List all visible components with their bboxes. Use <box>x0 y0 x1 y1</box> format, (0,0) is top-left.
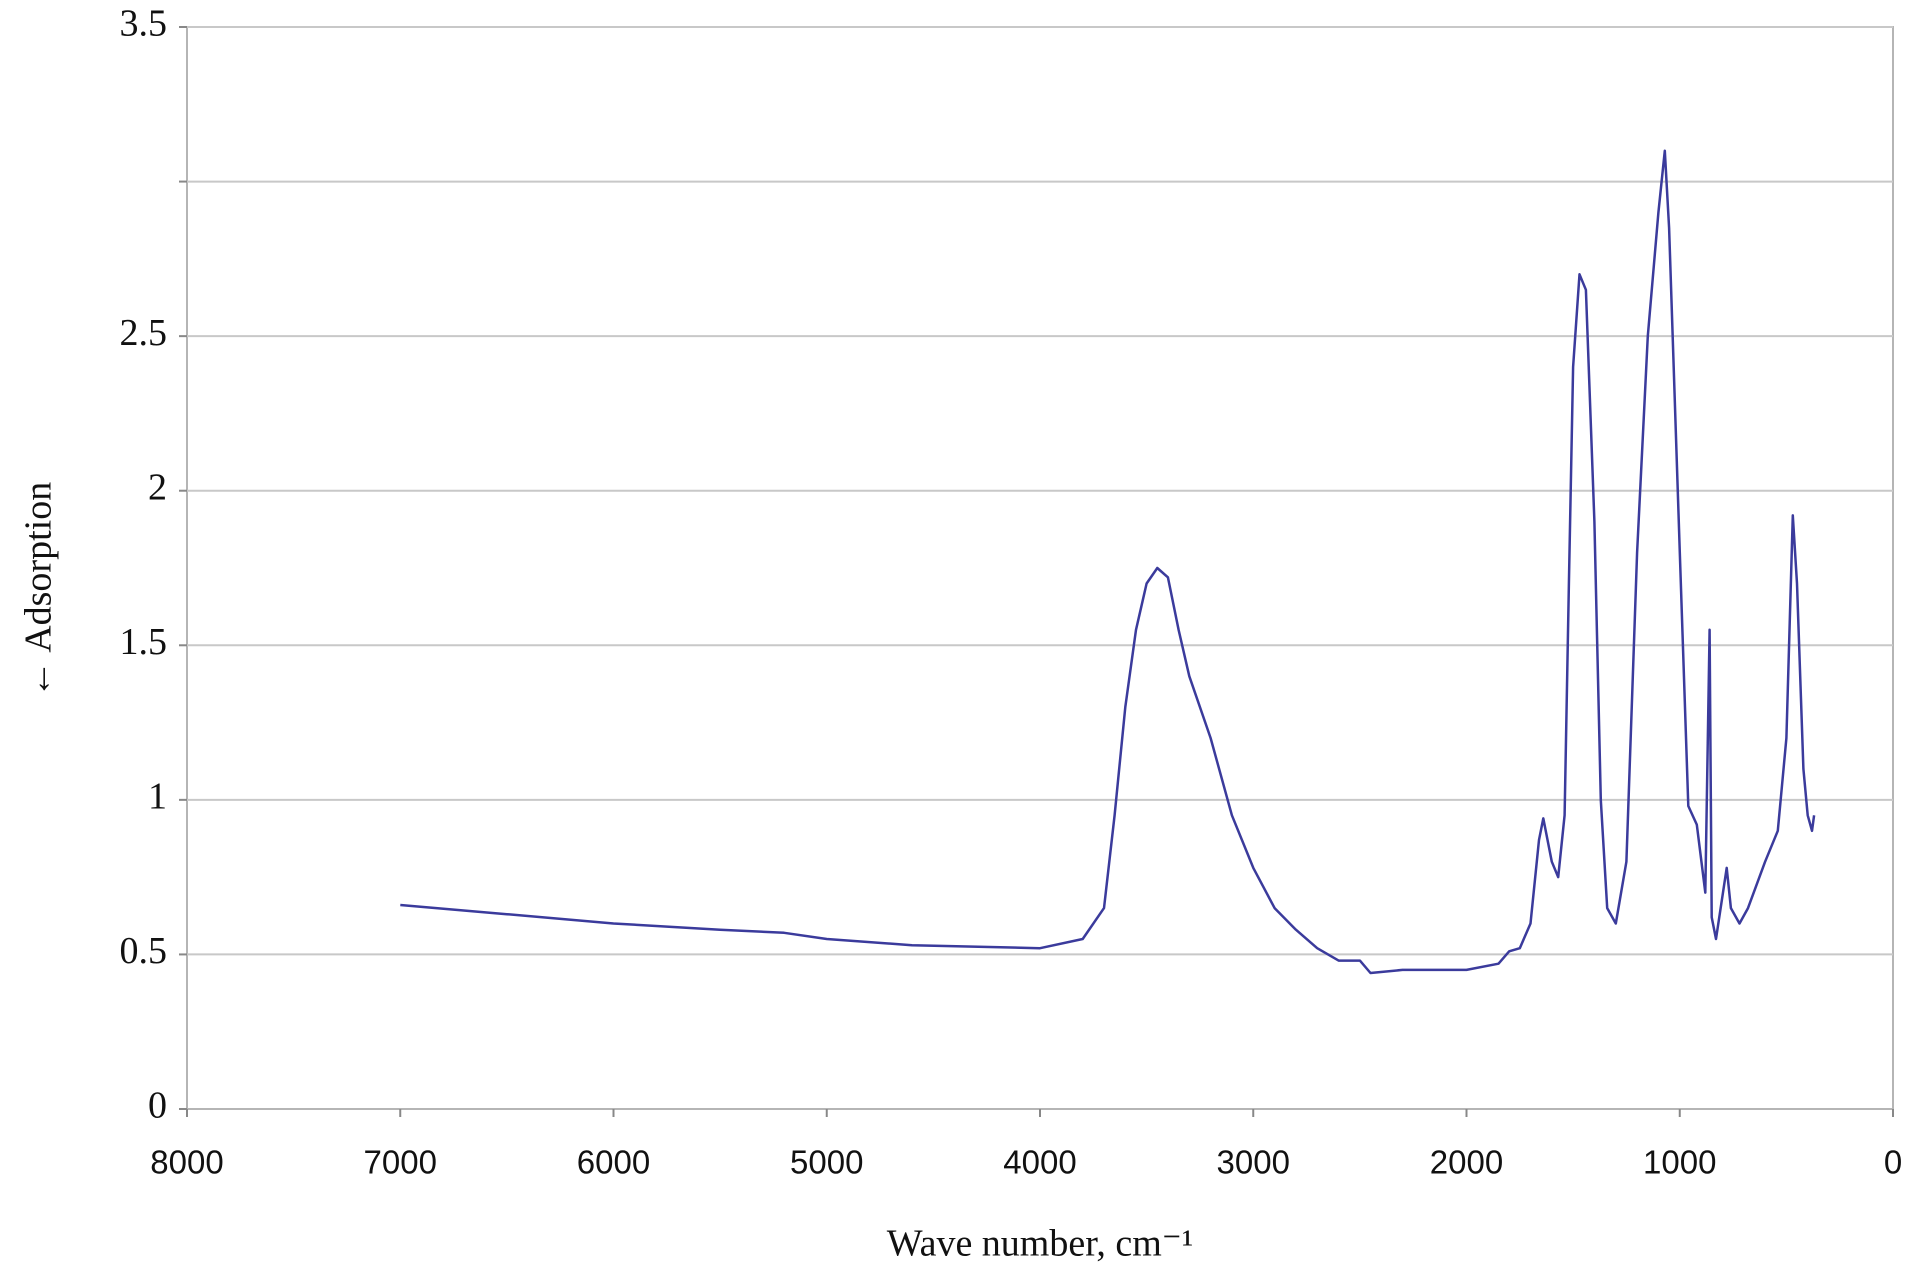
x-tick-label: 7000 <box>364 1144 437 1181</box>
x-tick-label: 2000 <box>1430 1144 1503 1181</box>
x-tick-label: 6000 <box>577 1144 650 1181</box>
x-tick-label: 0 <box>1884 1144 1902 1181</box>
x-tick-label: 8000 <box>150 1144 223 1181</box>
y-tick-label: 2.5 <box>120 312 168 354</box>
y-tick-label: 0 <box>148 1085 167 1127</box>
y-tick-label: 2 <box>148 466 167 508</box>
y-tick-label: 3.5 <box>120 3 168 45</box>
y-tick-label: 1.5 <box>120 621 168 663</box>
x-tick-label: 5000 <box>790 1144 863 1181</box>
x-axis-label: Wave number, cm⁻¹ <box>887 1223 1194 1265</box>
x-tick-label: 4000 <box>1003 1144 1076 1181</box>
y-axis-label: ← Adsorption <box>18 482 60 698</box>
x-tick-label: 3000 <box>1217 1144 1290 1181</box>
x-tick-label: 1000 <box>1643 1144 1716 1181</box>
y-tick-label: 0.5 <box>120 930 168 972</box>
y-tick-label: 1 <box>148 776 167 818</box>
spectrum-line <box>400 149 1816 975</box>
